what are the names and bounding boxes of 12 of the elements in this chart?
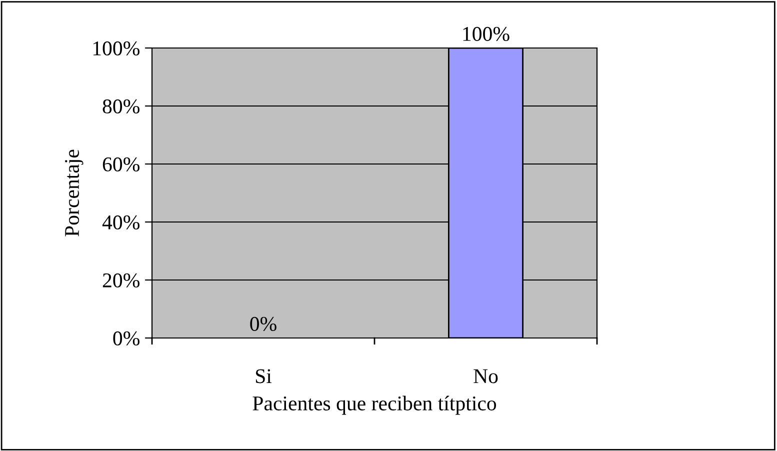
- y-tick-label: 80%: [102, 99, 140, 114]
- y-tick-label: 100%: [93, 41, 140, 56]
- y-axis-title: Porcentaje: [65, 150, 84, 236]
- y-tick-label: 20%: [102, 273, 140, 288]
- y-tick-label: 60%: [102, 157, 140, 172]
- x-tick-label: No: [474, 369, 498, 384]
- y-tick-label: 0%: [113, 331, 140, 346]
- x-axis-title: Pacientes que reciben títptico: [252, 396, 496, 415]
- data-label: 100%: [463, 26, 510, 42]
- y-tick-label: 40%: [102, 215, 140, 230]
- x-tick-label: Si: [256, 369, 272, 384]
- data-label: 0%: [250, 316, 276, 332]
